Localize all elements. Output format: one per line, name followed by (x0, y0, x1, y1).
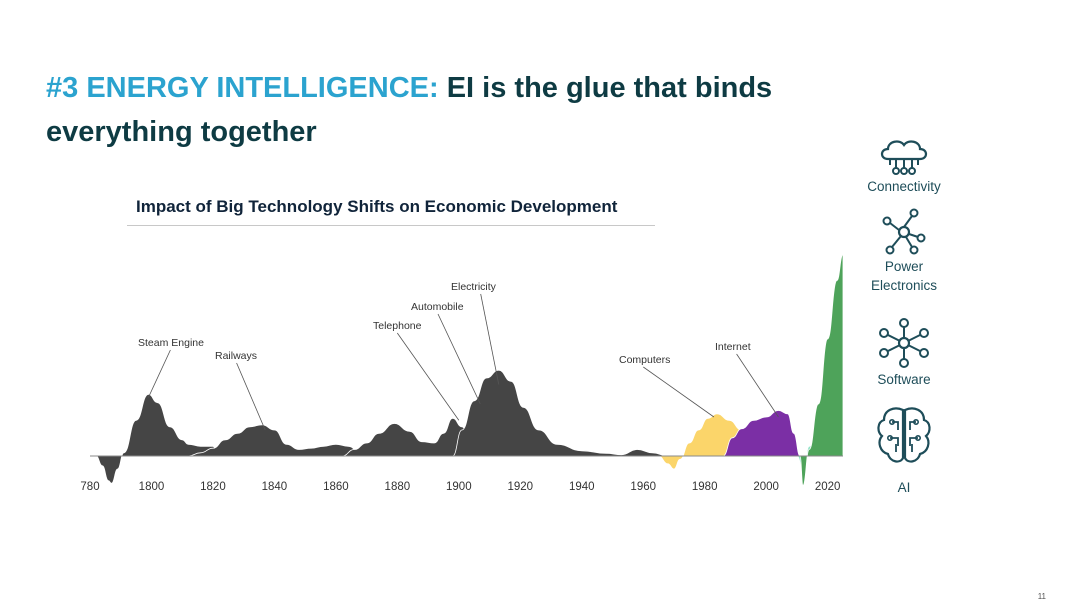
series-area-electricity (452, 369, 668, 457)
annotation-leader-line (480, 293, 500, 385)
annotation-leader-line (736, 353, 779, 418)
cloud-network-icon (880, 140, 928, 175)
annotation-label-railways: Railways (215, 350, 257, 362)
ai-item: AI (858, 404, 950, 497)
x-tick-layer: 780 1800 1820 1840 1860 1880 1900 1920 1940 1960 1… (80, 481, 840, 493)
slide-title-accent: #3 ENERGY INTELLIGENCE: (46, 72, 439, 104)
series-area-internet (722, 410, 801, 457)
annotation-leader-line (396, 332, 460, 421)
power-electronics-node-icon (882, 208, 926, 255)
series-area-telephone (341, 417, 478, 457)
page-number: 11 (1037, 592, 1046, 601)
x-tick-label: 1920 (507, 481, 533, 493)
x-tick-label: 1800 (139, 481, 165, 493)
x-tick-label: 1860 (323, 481, 349, 493)
series-area-steam-engine (90, 393, 226, 484)
x-tick-label: 2020 (815, 481, 841, 493)
annotation-label-steam-engine: Steam Engine (138, 337, 204, 349)
x-tick-label: 2000 (753, 481, 779, 493)
annotation-leader-line (643, 366, 715, 418)
series-layer (90, 254, 844, 486)
x-tick-label: 1880 (385, 481, 411, 493)
x-tick-label: 1820 (200, 481, 226, 493)
software-label: Software (877, 372, 931, 387)
x-tick-label: 1940 (569, 481, 595, 493)
slide-title: #3 ENERGY INTELLIGENCE: EI is the glue t… (46, 66, 866, 154)
annotation-leader-line (148, 349, 171, 398)
software-network-icon (879, 318, 929, 368)
annotation-label-computers: Computers (619, 354, 670, 366)
power-electronics-item: Power Electronics (858, 207, 950, 295)
annotation-label-electricity: Electricity (451, 281, 497, 293)
series-area-emerging-10 (799, 254, 844, 486)
chart-title: Impact of Big Technology Shifts on Econo… (136, 197, 618, 216)
annotation-layer: Steam Engine Railways Telephone Automobile E… (138, 281, 779, 431)
x-tick-label: 1900 (446, 481, 472, 493)
annotation-leader-line (437, 313, 481, 405)
annotation-label-telephone: Telephone (373, 320, 422, 332)
x-tick-label: 1980 (692, 481, 718, 493)
x-tick-label: 780 (80, 481, 99, 493)
x-tick-label: 1840 (262, 481, 288, 493)
annotation-leader-line (236, 362, 266, 431)
brain-circuit-icon (877, 407, 931, 463)
connectivity-label: Connectivity (867, 179, 941, 194)
software-item: Software (858, 316, 950, 389)
chart-title-underline (127, 225, 655, 226)
slide-title-rest: EI is the glue that binds everything tog… (46, 72, 773, 148)
ai-label: AI (897, 480, 911, 495)
annotation-label-internet: Internet (715, 341, 751, 353)
series-area-railways (188, 424, 373, 457)
connectivity-item: Connectivity (858, 135, 950, 196)
power-electronics-label: Power Electronics (870, 259, 938, 293)
annotation-label-automobile: Automobile (411, 301, 464, 313)
x-tick-label: 1960 (630, 481, 656, 493)
